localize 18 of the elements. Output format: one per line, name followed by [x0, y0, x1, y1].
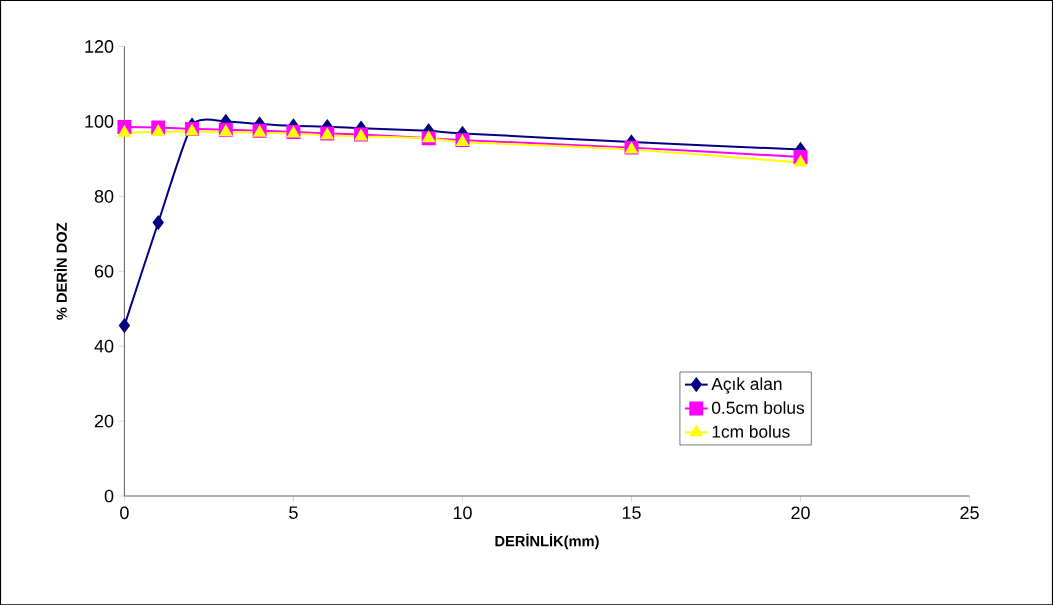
y-tick-label: 60: [94, 264, 114, 278]
y-tick-label: 0: [104, 489, 114, 503]
y-tick-label: 20: [94, 414, 114, 428]
legend-label: Açık alan: [711, 377, 782, 394]
x-axis-title: DERİNLİK(mm): [495, 533, 599, 549]
x-tick-label: 25: [960, 506, 979, 519]
x-tick-label: 5: [289, 506, 298, 519]
y-axis-title: % DERİN DOZ: [54, 222, 67, 320]
x-tick-label: 0: [120, 506, 129, 519]
y-tick-label: 80: [94, 189, 114, 203]
y-tick-label: 100: [85, 114, 114, 128]
legend-label: 0.5cm bolus: [712, 400, 805, 414]
x-tick-label: 15: [622, 506, 641, 519]
y-tick-label: 120: [85, 39, 114, 53]
x-tick-label: 10: [453, 506, 472, 519]
legend-label: 1cm bolus: [712, 424, 790, 438]
x-tick-label: 20: [791, 506, 810, 519]
y-tick-label: 40: [94, 339, 114, 353]
